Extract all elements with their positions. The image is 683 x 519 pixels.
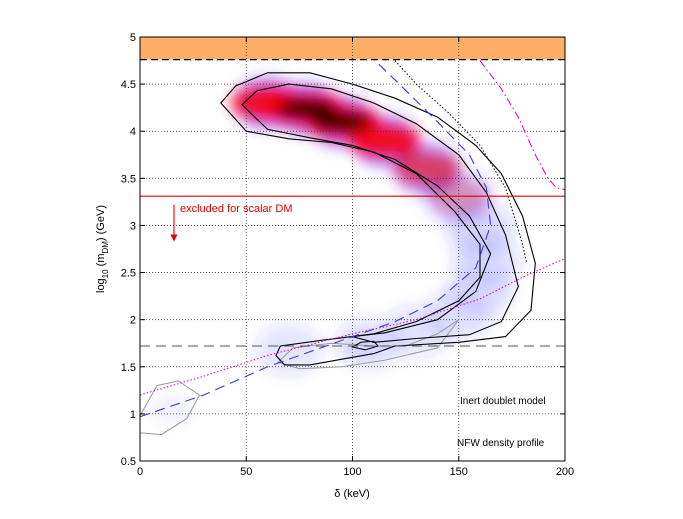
- density-faint-blob-0: [149, 395, 194, 424]
- x-axis-label: δ (keV): [334, 488, 369, 500]
- faint-contour-upper: [277, 319, 460, 370]
- outer-contour: [220, 72, 536, 366]
- y-tick-label-9: 5: [130, 32, 136, 44]
- y-tick-label-2: 1.5: [121, 362, 136, 374]
- blue-dashed-curve: [140, 63, 492, 418]
- black-dotted-curve: [394, 60, 528, 264]
- faint-contour-lower: [140, 380, 201, 436]
- y-tick-label-6: 3.5: [121, 173, 136, 185]
- annotation-model: Inert doublet model: [460, 396, 546, 407]
- y-axis-label: log10 (mDM) (GeV): [95, 205, 110, 293]
- y-tick-label-7: 4: [130, 126, 136, 138]
- y-tick-label-5: 3: [130, 220, 136, 232]
- x-tick-label-0: 0: [137, 466, 143, 478]
- density-peak-2: [311, 111, 372, 132]
- axis-ticks: 0 50 100 150 200 0.5 1 1.5 2 2.5 3 3.5 4 4.5 5: [121, 32, 574, 478]
- small-contour: [351, 340, 379, 351]
- x-tick-label-2: 100: [343, 466, 361, 478]
- y-tick-label-8: 4.5: [121, 79, 136, 91]
- density-peak-1: [275, 98, 336, 119]
- x-tick-label-1: 50: [240, 466, 252, 478]
- y-tick-label-3: 2: [130, 315, 136, 327]
- x-tick-label-3: 150: [450, 466, 468, 478]
- y-tick-label-4: 2.5: [121, 268, 136, 280]
- density-mid-5: [429, 179, 488, 216]
- curves: [140, 59, 565, 436]
- density-mid-4: [393, 150, 461, 187]
- x-tick-label-4: 200: [556, 466, 574, 478]
- inner-contour: [241, 83, 519, 343]
- annotation-profile: NFW density profile: [457, 438, 545, 449]
- magenta-dashdot-curve: [479, 60, 565, 191]
- y-tick-label-1: 1: [130, 409, 136, 421]
- y-tick-label-0: 0.5: [121, 456, 136, 468]
- magenta-dotted-curve: [140, 257, 565, 396]
- excluded-arrow-head: [170, 234, 178, 242]
- annotation-excluded: excluded for scalar DM: [180, 203, 293, 215]
- grid: [140, 37, 565, 461]
- excluded-band: [140, 37, 565, 60]
